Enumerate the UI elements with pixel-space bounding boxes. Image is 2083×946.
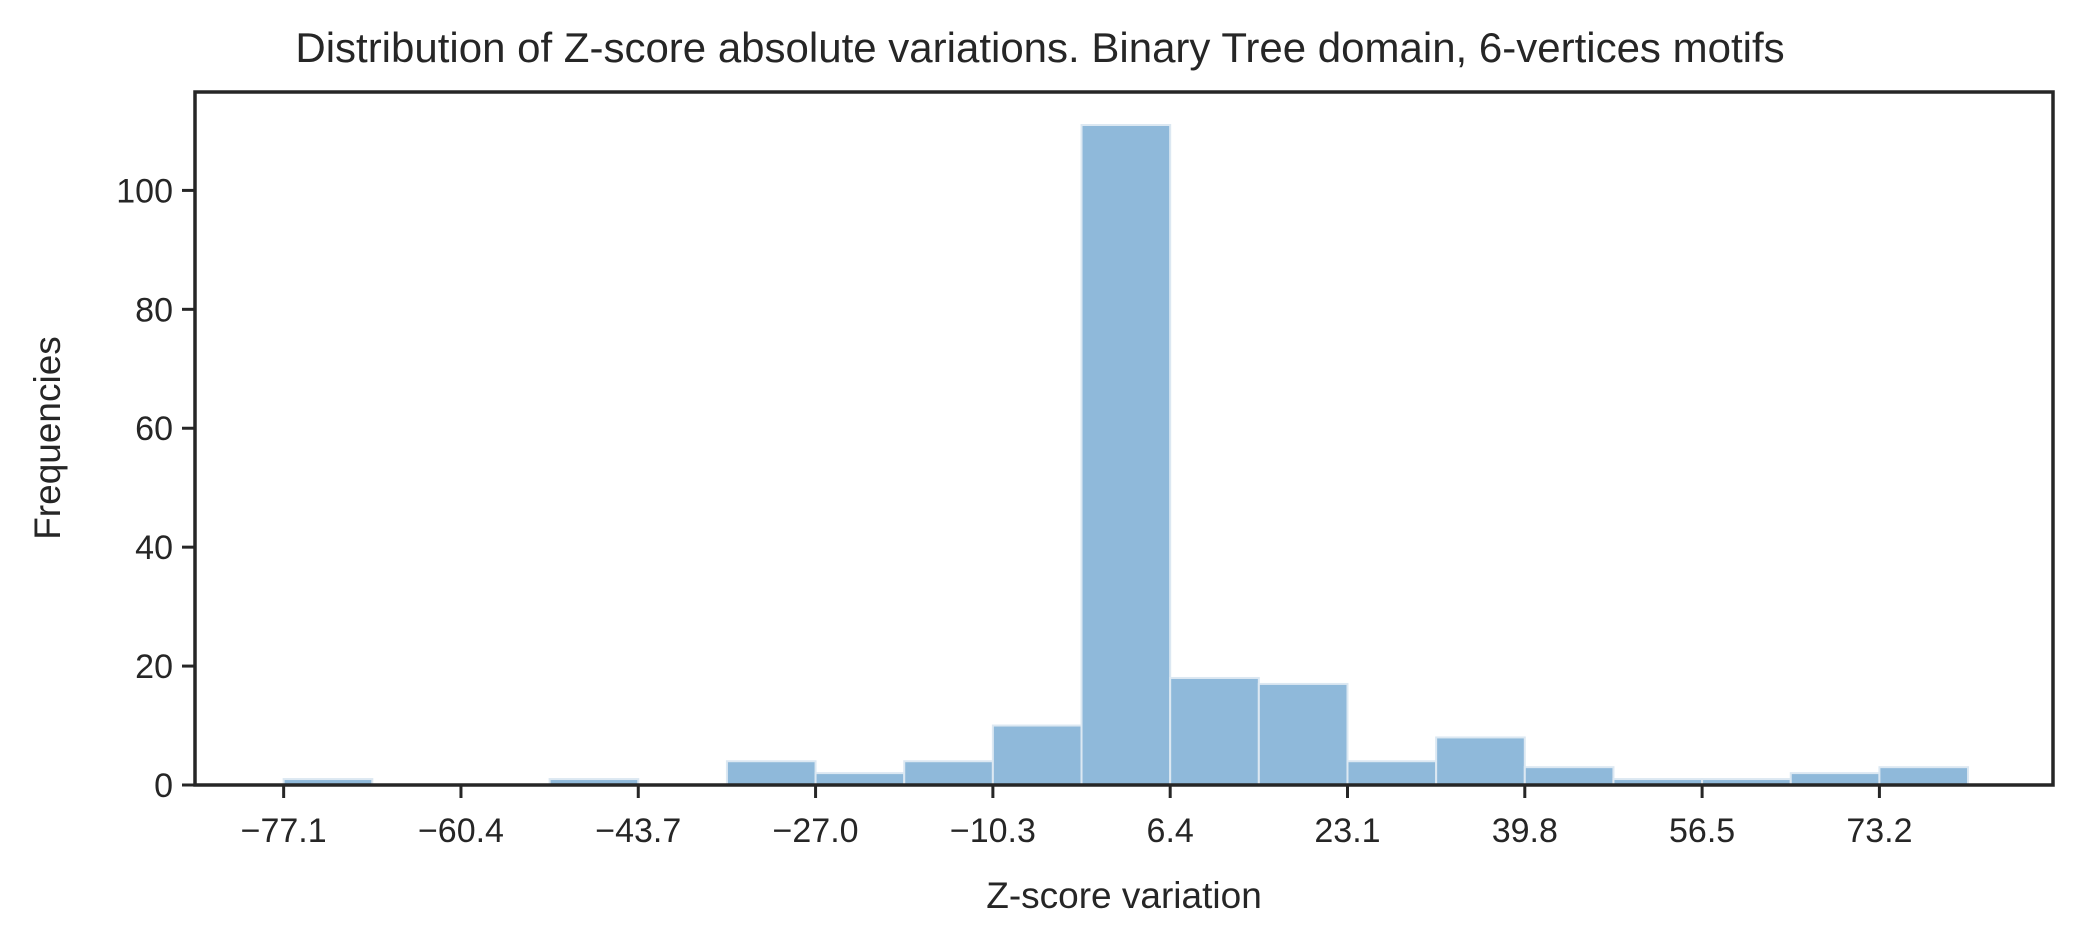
x-tick-label: −77.1 <box>241 812 327 850</box>
histogram-bar <box>814 772 906 786</box>
y-tick-label: 40 <box>135 529 173 567</box>
histogram-bar <box>991 724 1083 786</box>
x-tick-label: −10.3 <box>950 812 1036 850</box>
histogram-bar <box>1080 124 1172 786</box>
x-tick-label: −43.7 <box>595 812 681 850</box>
plot-frame <box>193 90 2055 787</box>
y-tick-label: 100 <box>116 172 173 210</box>
x-axis-ticks: −77.1 −60.4 −43.7 −27.0 −10.3 6.4 23.1 39.8 56.5… <box>241 785 1913 850</box>
y-tick-label: 80 <box>135 291 173 329</box>
histogram-bar <box>903 760 994 786</box>
x-tick-label: 73.2 <box>1846 812 1912 850</box>
bars-group <box>282 124 1970 786</box>
x-tick-label: 56.5 <box>1669 812 1735 850</box>
histogram-bar <box>1346 760 1438 786</box>
y-axis-label: Frequencies <box>27 336 68 540</box>
histogram-bar <box>1523 766 1615 786</box>
histogram-bar <box>1435 736 1526 786</box>
histogram-bar <box>1789 772 1881 786</box>
histogram-bar <box>1169 676 1260 786</box>
x-tick-label: 6.4 <box>1147 812 1194 850</box>
chart-title: Distribution of Z-score absolute variati… <box>295 24 1784 71</box>
y-tick-label: 0 <box>154 767 173 805</box>
y-axis-ticks: 0 20 40 60 80 100 <box>116 172 195 805</box>
y-tick-label: 60 <box>135 410 173 448</box>
x-tick-label: −27.0 <box>773 812 859 850</box>
histogram-bar <box>1878 766 1970 786</box>
x-tick-label: −60.4 <box>418 812 504 850</box>
x-tick-label: 39.8 <box>1492 812 1558 850</box>
y-tick-label: 20 <box>135 648 173 686</box>
histogram-bar <box>1257 682 1349 786</box>
x-tick-label: 23.1 <box>1314 812 1380 850</box>
x-axis-label: Z-score variation <box>986 875 1262 916</box>
histogram-bar <box>725 760 817 786</box>
